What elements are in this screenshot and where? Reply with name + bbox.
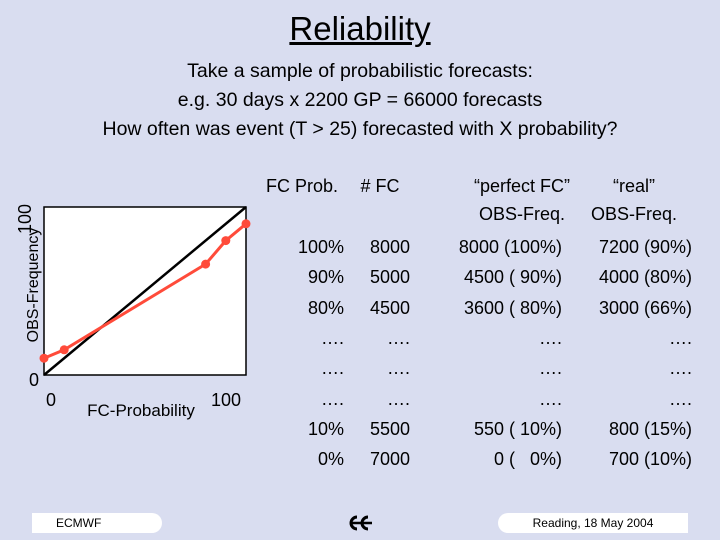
fc-prob-cell: 0% xyxy=(317,449,344,470)
header-perfect-obs-freq-line: “perfect FC” xyxy=(473,176,570,196)
reliability-point xyxy=(221,236,231,246)
fc-prob-cell: …. xyxy=(320,388,344,409)
footer-date: Reading, 18 May 2004 xyxy=(498,513,688,533)
y-tick-min: 0 xyxy=(29,370,39,390)
real-obs-freq-cell: …. xyxy=(668,388,692,409)
perfect-obs-freq-cell: …. xyxy=(538,388,562,409)
real-obs-freq-cell: 7200 (90%) xyxy=(598,237,692,257)
perfect-obs-freq-cell: 0 ( 0%) xyxy=(493,449,562,470)
header-perfect-obs-freq-line: OBS-Freq. xyxy=(478,204,566,224)
header-fc-prob: FC Prob. xyxy=(222,172,382,200)
real-obs-freq-cell: …. xyxy=(668,358,692,379)
perfect-obs-freq-cell: 4500 ( 90%) xyxy=(463,267,562,288)
x-axis-label: FC-Probability xyxy=(87,401,195,420)
perfect-obs-freq-cell: 8000 (100%) xyxy=(458,237,562,257)
intro-line-1: Take a sample of probabilistic forecasts… xyxy=(187,60,533,82)
footer: ECMWF Reading, 18 May 2004 xyxy=(0,506,720,540)
intro-line-3: How often was event (T > 25) forecasted … xyxy=(102,118,618,140)
fc-prob-cell: …. xyxy=(320,327,344,348)
header-fc-prob-line: FC Prob. xyxy=(265,176,339,196)
footer-organisation: ECMWF xyxy=(32,513,162,533)
fc-prob-cell: 80% xyxy=(307,297,344,318)
fc-prob-cell: …. xyxy=(320,358,344,379)
num-fc-cell: 5500 xyxy=(369,418,410,439)
reliability-point xyxy=(59,345,69,355)
real-obs-freq-cell: 800 (15%) xyxy=(608,418,692,439)
real-obs-freq-cell: 700 (10%) xyxy=(608,449,692,470)
header-num-fc: # FC xyxy=(300,172,460,200)
x-tick-max: 100 xyxy=(211,390,241,410)
intro-line-2: e.g. 30 days x 2200 GP = 66000 forecasts xyxy=(177,89,543,111)
real-obs-freq-cell: …. xyxy=(668,327,692,348)
num-fc-cell: …. xyxy=(386,327,410,348)
num-fc-cell: 5000 xyxy=(369,267,410,288)
header-perfect-obs-freq: “perfect FC” OBS-Freq. xyxy=(442,172,602,228)
intro-text: Take a sample of probabilistic forecasts… xyxy=(0,57,720,144)
ecmwf-logo-icon xyxy=(349,515,372,531)
reliability-point xyxy=(201,259,211,269)
perfect-obs-freq-cell: …. xyxy=(538,358,562,379)
num-fc-cell: 7000 xyxy=(369,449,410,470)
header-real-obs-freq-line: “real” xyxy=(612,176,655,196)
slide-title: Reliability xyxy=(289,10,431,47)
fc-prob-cell: 10% xyxy=(307,418,344,439)
perfect-obs-freq-cell: 550 ( 10%) xyxy=(473,418,562,439)
reliability-chart: OBS-Frequency 100 0 0 FC-Probability 100 xyxy=(15,204,251,420)
reliability-point xyxy=(241,219,251,229)
header-real-obs-freq-line: OBS-Freq. xyxy=(590,204,678,224)
real-obs-freq-cell: 4000 (80%) xyxy=(598,267,692,288)
y-axis-label: OBS-Frequency xyxy=(25,228,42,343)
num-fc-cell: …. xyxy=(386,388,410,409)
num-fc-cell: 8000 xyxy=(369,237,410,257)
header-real-obs-freq: “real” OBS-Freq. xyxy=(554,172,714,228)
y-tick-max: 100 xyxy=(15,204,35,234)
num-fc-cell: 4500 xyxy=(369,297,410,318)
num-fc-cell: …. xyxy=(386,358,410,379)
perfect-obs-freq-cell: 3600 ( 80%) xyxy=(463,297,562,318)
fc-prob-cell: 90% xyxy=(307,267,344,288)
x-tick-min: 0 xyxy=(46,390,56,410)
series-layer xyxy=(39,206,251,376)
header-num-fc-line: # FC xyxy=(360,176,400,196)
reliability-point xyxy=(39,353,49,363)
fc-prob-cell: 100% xyxy=(297,237,344,257)
perfect-obs-freq-cell: …. xyxy=(538,327,562,348)
perfect-reliability-line xyxy=(43,206,247,376)
real-obs-freq-cell: 3000 (66%) xyxy=(598,297,692,318)
